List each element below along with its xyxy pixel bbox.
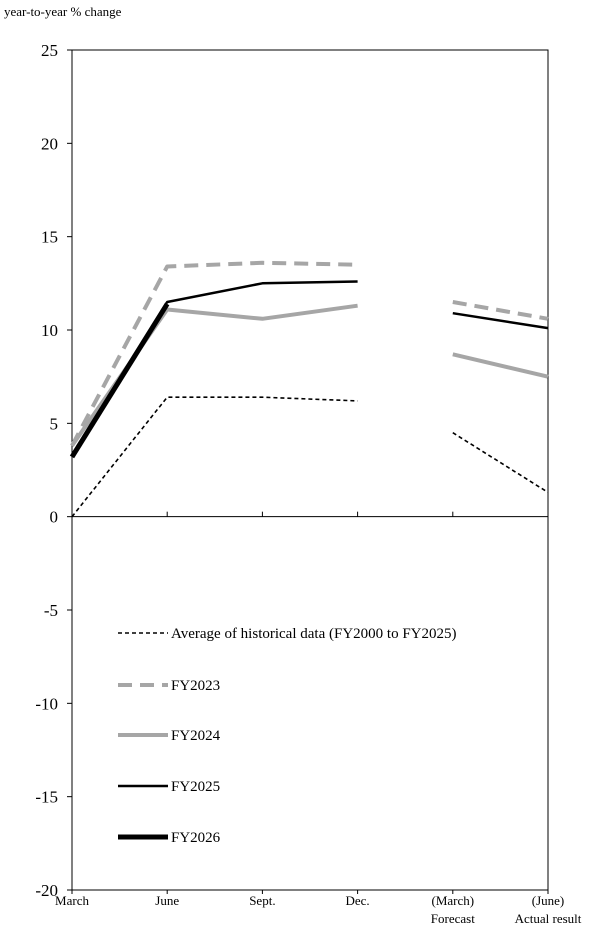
x-tick-label: March	[55, 893, 89, 908]
series-line	[452, 300, 549, 321]
legend-label: FY2025	[171, 779, 220, 795]
y-tick-label: -15	[35, 788, 58, 807]
y-tick-label: 0	[50, 508, 59, 527]
x-tick-label: (June)	[532, 893, 565, 908]
y-tick-label: 15	[41, 228, 58, 247]
y-tick-label: -10	[35, 694, 58, 713]
y-axis-unit-label: year-to-year % change	[4, 4, 122, 19]
legend-label: Average of historical data (FY2000 to FY…	[171, 626, 457, 642]
y-tick-label: 5	[50, 414, 59, 433]
x-tick-label: Sept.	[249, 893, 275, 908]
y-tick-label: 20	[41, 134, 58, 153]
legend-label: FY2024	[171, 728, 221, 744]
y-tick-label: -20	[35, 881, 58, 900]
x-tick-label: June	[155, 893, 179, 908]
x-tick-label: Dec.	[346, 893, 370, 908]
series-line	[70, 303, 358, 447]
series-line	[70, 260, 358, 447]
series-line	[452, 311, 549, 330]
series-line	[69, 302, 170, 459]
legend-label: FY2023	[171, 678, 220, 694]
y-tick-label: -5	[44, 601, 58, 620]
x-tick-label-line2: Actual result	[515, 911, 582, 926]
series-line	[452, 432, 549, 494]
series-line	[452, 352, 549, 379]
y-tick-label: 25	[41, 41, 58, 60]
x-tick-label-line2: Forecast	[431, 911, 475, 926]
x-tick-label: (March)	[432, 893, 475, 908]
series-line	[71, 396, 358, 518]
plot-frame	[71, 49, 549, 891]
y-tick-label: 10	[41, 321, 58, 340]
legend-label: FY2026	[171, 830, 221, 846]
